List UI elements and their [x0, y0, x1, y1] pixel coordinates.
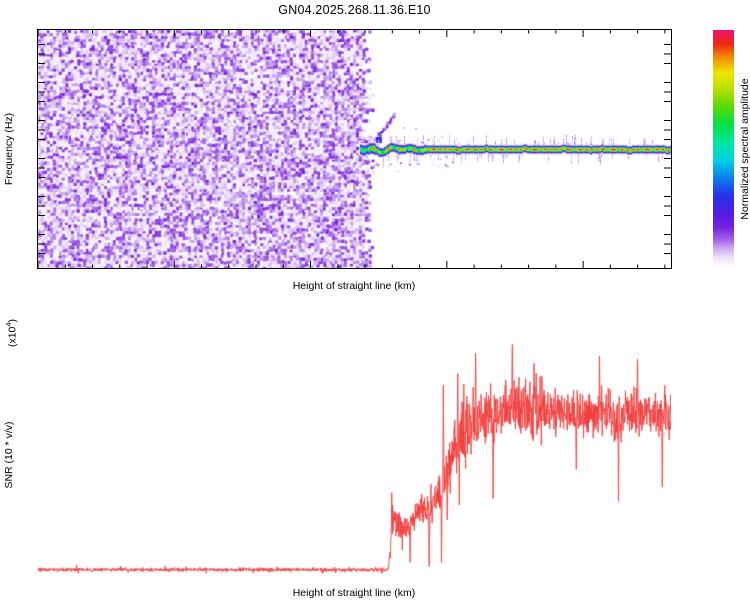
bottom-x-axis-label: Height of straight line (km)	[292, 587, 416, 599]
top-x-axis-label: Height of straight line (km)	[292, 280, 416, 292]
spectrogram-canvas	[38, 30, 671, 268]
snr-canvas	[38, 335, 671, 574]
colorbar-label: Normalized spectral amplitude	[739, 78, 750, 220]
frequency-axis-label: Frequency (Hz)	[3, 112, 15, 186]
chart-title: GN04.2025.268.11.36.E10	[278, 3, 431, 17]
snr-axis-label: SNR (10 * v/v)	[3, 421, 15, 489]
snr-axis-scale: (x104)	[3, 318, 19, 348]
colorbar-canvas	[713, 30, 734, 268]
